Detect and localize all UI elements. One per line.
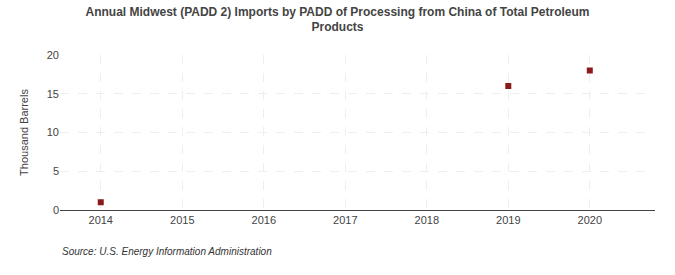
svg-text:Source: U.S. Energy Informatio: Source: U.S. Energy Information Administ…: [62, 246, 272, 257]
svg-text:20: 20: [47, 49, 59, 61]
svg-text:2015: 2015: [170, 214, 194, 226]
svg-text:10: 10: [47, 126, 59, 138]
svg-text:2020: 2020: [578, 214, 602, 226]
svg-text:15: 15: [47, 88, 59, 100]
svg-text:Thousand Barrels: Thousand Barrels: [18, 89, 30, 176]
svg-text:5: 5: [53, 165, 59, 177]
svg-text:2014: 2014: [89, 214, 113, 226]
svg-text:2019: 2019: [496, 214, 520, 226]
svg-text:0: 0: [53, 204, 59, 216]
svg-text:Annual Midwest (PADD 2) Import: Annual Midwest (PADD 2) Imports by PADD …: [85, 5, 589, 35]
svg-text:2016: 2016: [252, 214, 276, 226]
svg-text:2017: 2017: [333, 214, 357, 226]
svg-text:2018: 2018: [415, 214, 439, 226]
